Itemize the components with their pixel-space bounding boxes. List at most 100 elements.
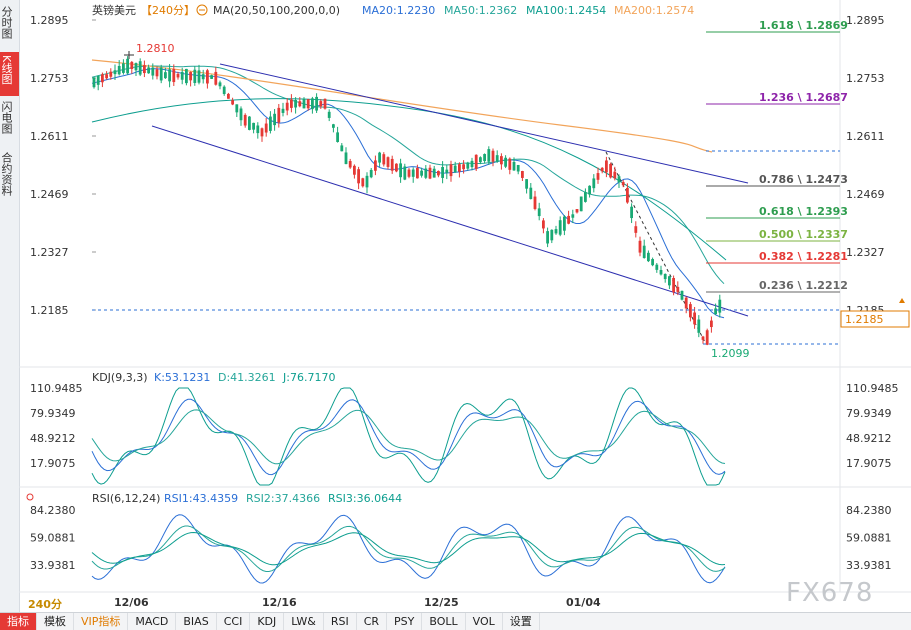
kdj-tick-right: 17.9075 (846, 457, 892, 470)
kdj-j-value: J:76.7170 (282, 371, 335, 384)
candle-body (218, 82, 222, 87)
tab-flash-chart-label: 闪电图 (0, 101, 13, 134)
ma100-line (91, 98, 727, 261)
settings-circle-icon[interactable] (196, 4, 208, 16)
candle-body (378, 152, 381, 163)
candle-body (294, 99, 297, 108)
candle-body (718, 299, 722, 313)
fib-level-label: 0.382 \ 1.2281 (759, 250, 848, 263)
candle-body (462, 164, 465, 170)
tab-vol[interactable]: VOL (466, 613, 503, 630)
candle-body (613, 171, 617, 179)
candle-body (201, 74, 205, 80)
tab-settings[interactable]: 设置 (503, 613, 540, 630)
trend-channel (151, 63, 749, 345)
period-label: 【240分】 (141, 4, 195, 17)
candle-body (550, 229, 554, 241)
candle-body (466, 162, 470, 169)
candle-body (508, 158, 512, 170)
candle-body (340, 145, 344, 152)
tab-time-chart[interactable]: 分时图 (0, 6, 19, 48)
candle-body (605, 160, 608, 173)
candle-body (243, 114, 247, 126)
tab-indicators[interactable]: 指标 (0, 613, 37, 630)
kdj-tick-right: 48.9212 (846, 432, 892, 445)
candle-body (458, 164, 461, 172)
candle-body (638, 240, 642, 253)
rsi1-value: RSI1:43.4359 (164, 492, 238, 505)
price-marker-icon (899, 298, 905, 303)
candle-body (470, 160, 474, 168)
tab-vip-indicators[interactable]: VIP指标 (74, 613, 129, 630)
channel-upper-line (219, 63, 749, 184)
period-badge[interactable]: 240分 (28, 598, 62, 611)
candle-body (672, 277, 675, 293)
candle-body (701, 336, 705, 340)
candle-body (416, 168, 419, 179)
tab-templates[interactable]: 模板 (37, 613, 74, 630)
rsi-tick-right: 84.2380 (846, 504, 892, 517)
candle-body (122, 63, 125, 73)
tab-contract-info[interactable]: 合约资料 (0, 152, 19, 210)
tab-lw[interactable]: LW& (284, 613, 324, 630)
watermark-logo: FX678 (786, 578, 874, 608)
symbol-name: 英镑美元 (92, 3, 136, 17)
candle-body (227, 93, 230, 99)
low-price-label: 1.2099 (711, 347, 750, 360)
candle-body (348, 161, 352, 168)
candle-body (407, 169, 411, 177)
candle-body (428, 167, 432, 179)
kline-chart[interactable]: 英镑美元 【240分】 MA(20,50,100,200,0,0) MA20:1… (0, 0, 911, 612)
tab-macd[interactable]: MACD (128, 613, 177, 630)
tab-psy[interactable]: PSY (387, 613, 423, 630)
price-tick-right: 1.2753 (846, 72, 885, 85)
candle-body (512, 161, 516, 171)
sun-icon[interactable] (26, 493, 34, 501)
tab-cci[interactable]: CCI (217, 613, 251, 630)
candle-body (197, 70, 201, 83)
candle-body (147, 67, 150, 74)
fibonacci-levels: 1.618 \ 1.2869 1.236 \ 1.2687 0.786 \ 1.24… (706, 19, 848, 293)
candle-body (117, 65, 121, 75)
tab-contract-info-label: 合约资料 (0, 152, 13, 196)
ma50-value: MA50:1.2362 (444, 4, 517, 17)
rsi-tick-left: 84.2380 (30, 504, 76, 517)
rsi-lines (91, 514, 726, 584)
candle-body (231, 100, 234, 105)
candle-body (546, 231, 549, 244)
candle-body (642, 245, 646, 258)
candle-body (710, 320, 713, 328)
tab-flash-chart[interactable]: 闪电图 (0, 101, 19, 145)
tab-kdj[interactable]: KDJ (250, 613, 285, 630)
tab-boll[interactable]: BOLL (422, 613, 466, 630)
candle-body (521, 171, 524, 178)
candle-body (281, 108, 285, 113)
date-label-4: 01/04 (566, 596, 601, 609)
candle-body (319, 101, 323, 107)
candle-body (130, 61, 134, 69)
candle-body (365, 175, 369, 188)
candle-body (302, 99, 306, 109)
candle-body (290, 99, 293, 108)
tab-rsi[interactable]: RSI (324, 613, 357, 630)
rsi-tick-left: 59.0881 (30, 532, 76, 545)
kdj-d-line (91, 409, 726, 465)
candle-body (96, 75, 100, 85)
candle-body (386, 157, 390, 167)
tab-bias[interactable]: BIAS (176, 613, 217, 630)
tab-cr[interactable]: CR (357, 613, 388, 630)
ma200-line (91, 59, 713, 153)
candle-body (420, 170, 423, 176)
candle-body (210, 75, 213, 79)
candle-body (126, 58, 129, 74)
price-grid (92, 19, 96, 311)
candle-body (185, 68, 188, 84)
date-label-1: 12/06 (114, 596, 149, 609)
candle-body (403, 166, 407, 180)
candle-body (575, 209, 579, 213)
sidebar: 分时图 K线图 闪电图 合约资料 (0, 0, 20, 612)
date-label-2: 12/16 (262, 596, 297, 609)
fib-level-label: 1.236 \ 1.2687 (759, 91, 848, 104)
candle-body (617, 176, 621, 183)
tab-kline-chart[interactable]: K线图 (0, 52, 19, 96)
